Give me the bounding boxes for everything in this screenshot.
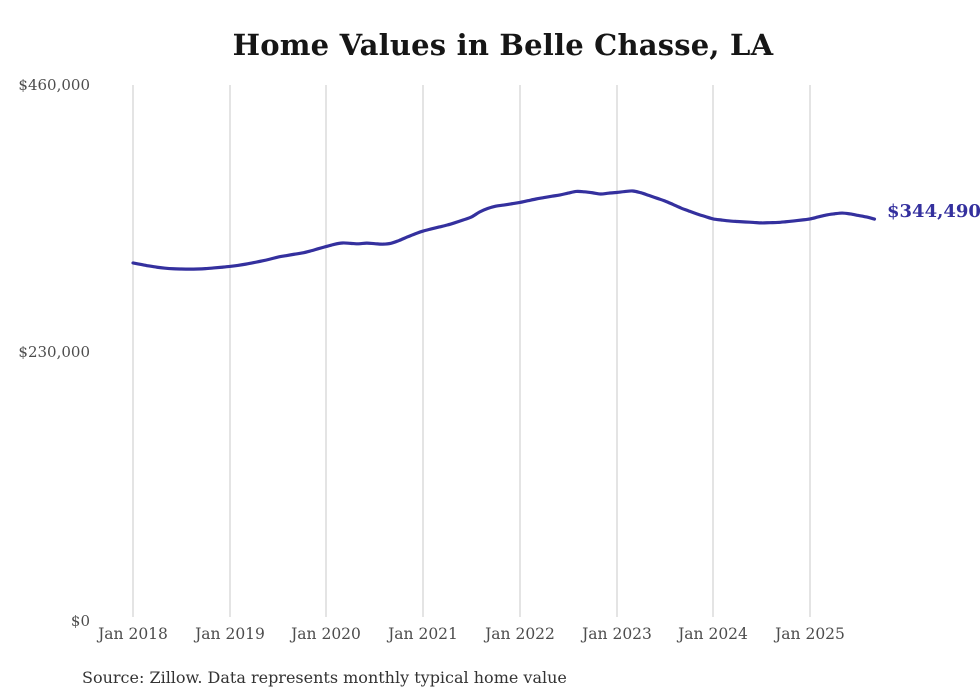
home-value-line bbox=[131, 189, 877, 271]
x-axis-tick-label-2021: Jan 2021 bbox=[388, 625, 458, 643]
y-axis-tick-label-230000: $230,000 bbox=[18, 343, 90, 361]
current-value-label: $344,490 bbox=[887, 201, 980, 222]
chart-title: Home Values in Belle Chasse, LA bbox=[232, 28, 774, 62]
x-axis-tick-label-2018: Jan 2018 bbox=[98, 625, 168, 643]
x-axis-tick-label-2020: Jan 2020 bbox=[291, 625, 361, 643]
gridlines bbox=[132, 85, 811, 617]
x-axis-tick-label-2022: Jan 2022 bbox=[485, 625, 555, 643]
y-axis-tick-label-0: $0 bbox=[70, 612, 90, 630]
x-axis-tick-label-2024: Jan 2024 bbox=[678, 625, 748, 643]
x-axis-tick-label-2023: Jan 2023 bbox=[582, 625, 652, 643]
x-axis-tick-label-2019: Jan 2019 bbox=[195, 625, 265, 643]
y-axis-tick-label-460000: $460,000 bbox=[18, 76, 90, 94]
source-note: Source: Zillow. Data represents monthly … bbox=[82, 668, 567, 687]
x-axis-tick-label-2025: Jan 2025 bbox=[775, 625, 845, 643]
